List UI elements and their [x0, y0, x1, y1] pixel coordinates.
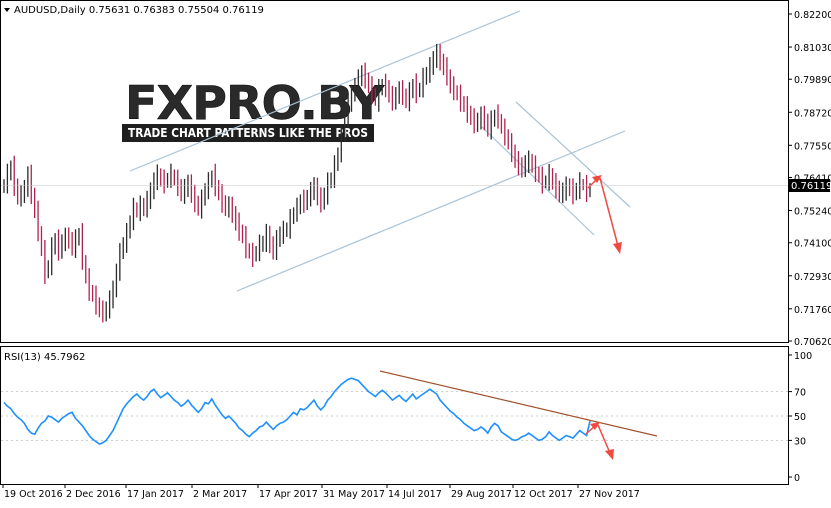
fxpro-logo: FXPRO.BY TRADE CHART PATTERNS LIKE THE P… — [122, 76, 386, 146]
lower-ascending-channel-line — [236, 130, 626, 292]
price-tick-label: 0.70620 — [794, 337, 831, 348]
price-tick-label: 0.78720 — [794, 108, 831, 119]
upper-ascending-channel-line — [129, 10, 521, 172]
price-tick-label: 0.71760 — [794, 305, 831, 316]
time-tick-label: 2 Mar 2017 — [193, 489, 247, 500]
channel-lines — [129, 10, 631, 292]
rsi-indicator-label: RSI(13) 45.7962 — [4, 352, 85, 363]
price-pane-frame — [0, 0, 789, 343]
price-tick-label: 0.72930 — [794, 272, 831, 283]
price-tick-label: 0.82200 — [794, 10, 831, 21]
price-tick-label: 0.77550 — [794, 141, 831, 152]
time-tick-label: 17 Jan 2017 — [127, 489, 184, 500]
price-tick-label: 0.79890 — [794, 75, 831, 86]
time-axis: 19 Oct 2016 2 Dec 2016 17 Jan 2017 2 Mar 20… — [2, 484, 640, 500]
descending-channel-lower-line — [481, 126, 595, 236]
time-tick-label: 12 Oct 2017 — [514, 489, 573, 500]
time-tick-label: 31 May 2017 — [323, 489, 385, 500]
forecast-arrow-up-head — [592, 175, 602, 183]
rsi-descending-trendline — [379, 370, 658, 437]
rsi-annotations — [379, 370, 658, 460]
rsi-forecast-arrow-down — [597, 424, 611, 454]
descending-channel-upper-line — [515, 101, 631, 208]
price-header: AUDUSD,Daily 0.75631 0.76383 0.75504 0.7… — [4, 5, 264, 16]
time-tick-label: 17 Apr 2017 — [259, 489, 318, 500]
rsi-tick-label: 70 — [794, 388, 806, 399]
forecast-arrow-down-head — [613, 242, 622, 254]
current-price-text: 0.76119 — [791, 181, 831, 192]
symbol-ohlc-label: AUDUSD,Daily 0.75631 0.76383 0.75504 0.7… — [14, 5, 264, 16]
rsi-forecast-arrow-up-head — [590, 422, 600, 430]
current-price-badge — [789, 179, 830, 192]
rsi-pane-frame — [0, 346, 789, 485]
price-tick-label: 0.81030 — [794, 43, 831, 54]
rsi-level-lines — [1, 391, 788, 441]
time-tick-label: 14 Jul 2017 — [388, 489, 442, 500]
rsi-line — [3, 377, 591, 446]
rsi-forecast-arrow-down-head — [605, 449, 614, 460]
time-tick-label: 19 Oct 2016 — [4, 489, 63, 500]
rsi-axis: 100 70 50 30 0 — [788, 351, 812, 484]
candlestick-series — [3, 43, 591, 323]
price-forecast-arrows — [587, 175, 622, 254]
collapse-arrow-icon[interactable] — [4, 8, 10, 12]
price-axis: 0.822000.810300.798900.787200.775500.764… — [788, 10, 831, 348]
price-tick-label: 0.75240 — [794, 207, 831, 218]
logo-text: FXPRO.BY — [125, 76, 385, 130]
price-tick-label: 0.74100 — [794, 239, 831, 250]
rsi-tick-label: 0 — [794, 473, 800, 484]
logo-tagline: TRADE CHART PATTERNS LIKE THE PROS — [128, 126, 368, 140]
rsi-tick-label: 50 — [794, 412, 806, 423]
time-tick-label: 27 Nov 2017 — [579, 489, 640, 500]
rsi-tick-label: 100 — [794, 351, 812, 362]
current-price-marker: 0.76119 — [1, 179, 831, 192]
logo-tagline-bar — [122, 124, 374, 142]
time-tick-label: 2 Dec 2016 — [66, 489, 121, 500]
rsi-tick-label: 30 — [794, 436, 806, 447]
time-tick-label: 29 Aug 2017 — [451, 489, 512, 500]
forecast-arrow-down — [599, 177, 619, 247]
